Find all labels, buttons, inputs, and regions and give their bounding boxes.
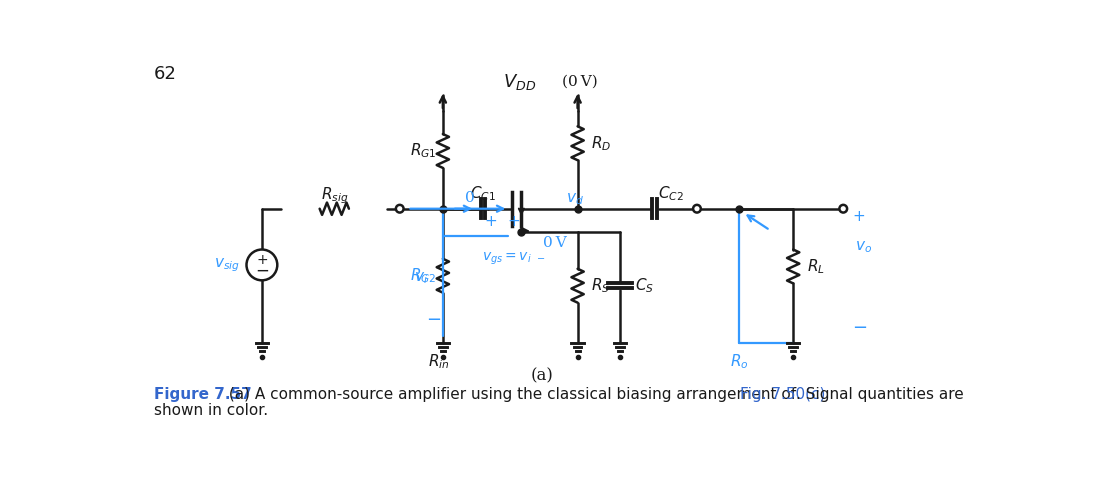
Text: $R_{G1}$: $R_{G1}$ xyxy=(410,142,437,161)
Text: 0: 0 xyxy=(465,191,475,205)
Text: $R_o$: $R_o$ xyxy=(730,353,749,371)
Text: +: + xyxy=(256,252,267,266)
Text: $C_{C2}$: $C_{C2}$ xyxy=(659,184,684,203)
Text: $R_{sig}$: $R_{sig}$ xyxy=(321,185,348,206)
Text: (0 V): (0 V) xyxy=(562,75,598,89)
Text: $v_{gs} = v_i$ $_-$: $v_{gs} = v_i$ $_-$ xyxy=(482,251,546,267)
Text: +: + xyxy=(508,214,520,228)
Text: Fig. 7.50(c): Fig. 7.50(c) xyxy=(740,387,825,402)
Circle shape xyxy=(396,205,404,213)
Text: $v_o$: $v_o$ xyxy=(855,239,872,255)
Text: $R_L$: $R_L$ xyxy=(807,257,825,276)
Text: 62: 62 xyxy=(153,65,177,83)
Text: $C_{C1}$: $C_{C1}$ xyxy=(470,184,495,203)
Circle shape xyxy=(693,205,701,213)
Text: $R_{G2}$: $R_{G2}$ xyxy=(410,266,437,285)
Circle shape xyxy=(840,205,847,213)
Text: −: − xyxy=(853,319,868,337)
Text: $v_{sig}$: $v_{sig}$ xyxy=(215,256,240,274)
Text: +: + xyxy=(484,214,498,228)
Text: 0 V: 0 V xyxy=(543,236,567,249)
Text: $R_S$: $R_S$ xyxy=(591,276,610,295)
Text: shown in color.: shown in color. xyxy=(154,403,268,418)
Text: −: − xyxy=(255,262,268,280)
Text: Figure 7.57: Figure 7.57 xyxy=(154,387,252,402)
Text: $R_D$: $R_D$ xyxy=(591,134,612,153)
Text: $v_i$: $v_i$ xyxy=(414,270,427,286)
Text: . Signal quantities are: . Signal quantities are xyxy=(796,387,964,402)
Text: $R_{in}$: $R_{in}$ xyxy=(428,353,449,371)
Circle shape xyxy=(246,249,277,280)
Text: −: − xyxy=(426,311,442,329)
Text: +: + xyxy=(853,209,865,224)
Text: $v_d$: $v_d$ xyxy=(566,192,584,207)
Text: $V_{DD}$: $V_{DD}$ xyxy=(502,72,536,92)
Text: $C_S$: $C_S$ xyxy=(635,276,654,295)
Text: (a): (a) xyxy=(531,367,553,385)
Text: ​(a)​ A common-source amplifier using the classical biasing arrangement of: ​(a)​ A common-source amplifier using th… xyxy=(225,387,802,402)
